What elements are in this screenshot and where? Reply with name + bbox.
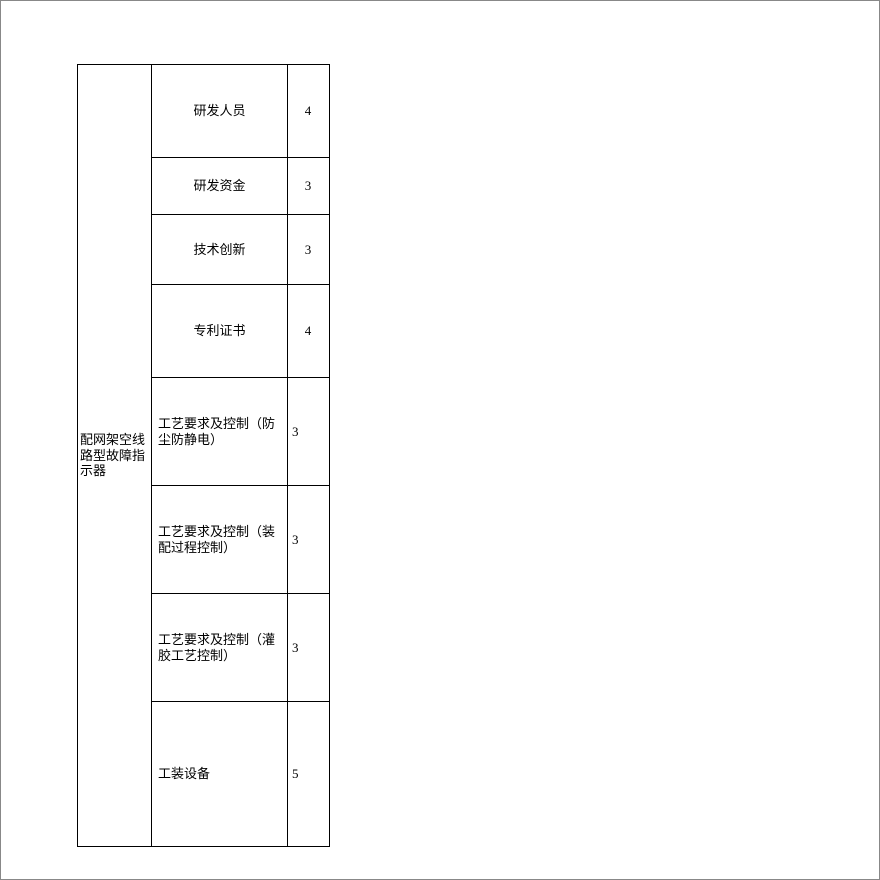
item-cell: 工艺要求及控制（装配过程控制） — [152, 486, 288, 594]
value-cell: 3 — [288, 486, 330, 594]
item-cell: 技术创新 — [152, 215, 288, 285]
category-cell: 配网架空线路型故障指示器 — [78, 65, 152, 847]
value-cell: 3 — [288, 378, 330, 486]
item-cell: 研发人员 — [152, 65, 288, 158]
item-cell: 工艺要求及控制（防尘防静电） — [152, 378, 288, 486]
value-cell: 5 — [288, 702, 330, 847]
page-frame: 配网架空线路型故障指示器研发人员4研发资金3技术创新3专利证书4工艺要求及控制（… — [0, 0, 880, 880]
data-table: 配网架空线路型故障指示器研发人员4研发资金3技术创新3专利证书4工艺要求及控制（… — [77, 64, 330, 847]
value-cell: 3 — [288, 594, 330, 702]
table-container: 配网架空线路型故障指示器研发人员4研发资金3技术创新3专利证书4工艺要求及控制（… — [77, 64, 330, 847]
item-cell: 研发资金 — [152, 158, 288, 215]
value-cell: 3 — [288, 158, 330, 215]
item-cell: 工艺要求及控制（灌胶工艺控制） — [152, 594, 288, 702]
value-cell: 3 — [288, 215, 330, 285]
table-row: 配网架空线路型故障指示器研发人员4 — [78, 65, 330, 158]
value-cell: 4 — [288, 65, 330, 158]
value-cell: 4 — [288, 285, 330, 378]
item-cell: 专利证书 — [152, 285, 288, 378]
item-cell: 工装设备 — [152, 702, 288, 847]
